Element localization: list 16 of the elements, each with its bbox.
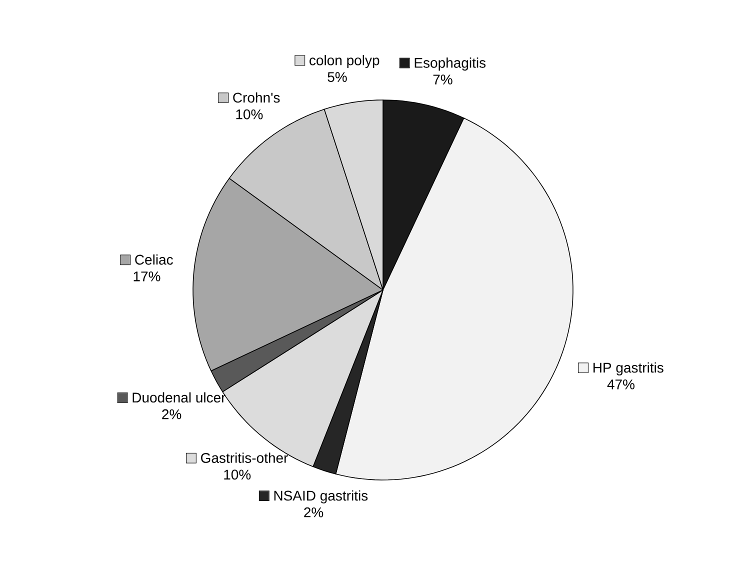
legend-label: colon polyp bbox=[310, 55, 380, 68]
legend-label: Gastritis-other bbox=[201, 452, 288, 463]
legend-label: Crohn's bbox=[233, 92, 280, 103]
data-label: 5% bbox=[328, 72, 347, 82]
legend-label: Duodenal ulcer bbox=[132, 392, 226, 403]
data-label: 2% bbox=[304, 507, 324, 518]
data-label: 7% bbox=[433, 74, 452, 84]
legend-label: NSAID gastritis bbox=[274, 490, 368, 504]
data-label: 10% bbox=[224, 470, 251, 480]
legend-label: Celiac bbox=[135, 254, 173, 265]
legend-label: HP gastritis bbox=[594, 362, 664, 376]
data-label: 2% bbox=[162, 409, 182, 420]
legend-label: Esophagitis bbox=[414, 58, 486, 71]
data-label: 47% bbox=[607, 379, 634, 390]
data-label: 10% bbox=[236, 109, 263, 120]
data-label: 17% bbox=[134, 272, 160, 282]
